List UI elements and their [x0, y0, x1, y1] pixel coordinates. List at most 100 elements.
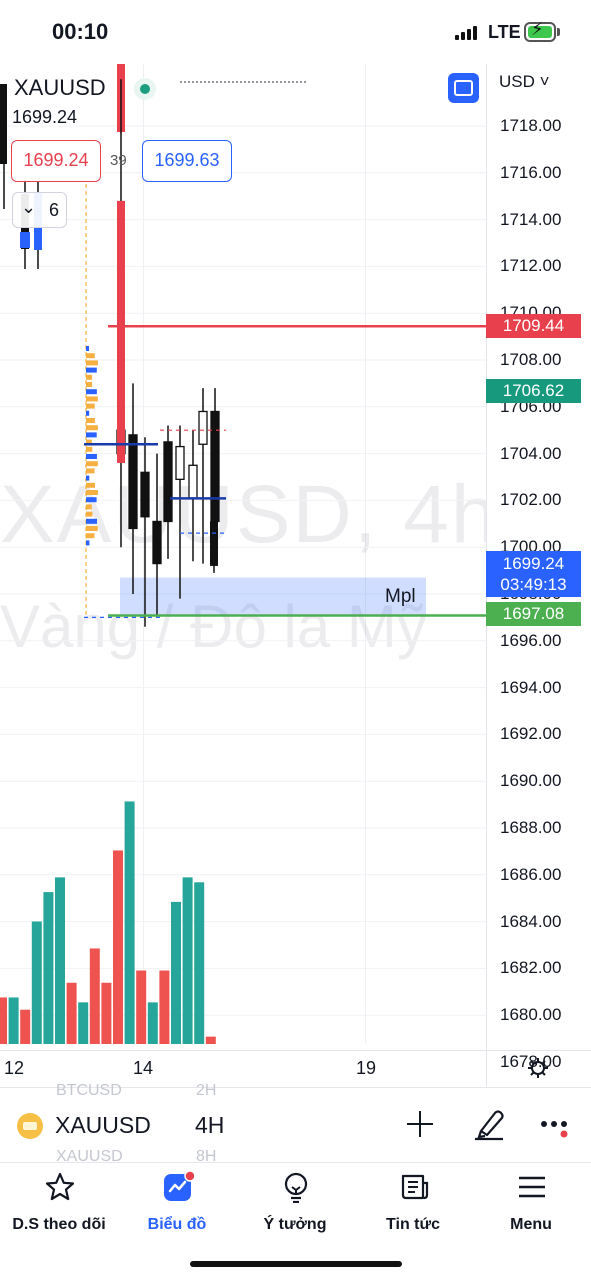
chart-symbol-title[interactable]: XAUUSD: [14, 75, 106, 100]
profile-bar: [86, 497, 97, 503]
time-label-14: 14: [133, 1058, 154, 1078]
ghost-symbol-below: XAUUSD: [56, 1148, 123, 1165]
profile-bar: [86, 518, 97, 524]
chart-icon: [164, 1171, 194, 1201]
profile-bar: [86, 403, 95, 409]
volume-bar: [136, 970, 147, 1044]
watermark-symbol: XAUUSD, 4h: [0, 469, 486, 560]
nav-menu[interactable]: Menu: [472, 1171, 590, 1243]
price-axis-label: 1684.00: [500, 911, 562, 931]
candle-body: [163, 441, 173, 523]
profile-bar: [86, 454, 97, 459]
nav-label: D.S theo dõi: [12, 1216, 106, 1233]
price-axis-label: 1702.00: [500, 490, 562, 510]
zone-label: Mpl: [385, 586, 416, 607]
price-axis-label: 1714.00: [500, 209, 562, 229]
news-icon: [401, 1174, 429, 1200]
drawing-tools-brush-icon[interactable]: [473, 1107, 505, 1141]
profile-bar: [86, 446, 93, 452]
profile-bar: [86, 374, 93, 380]
price-axis-label: 1682.00: [500, 958, 562, 978]
symbol-selector[interactable]: XAUUSD: [55, 1112, 151, 1138]
volume-bar: [55, 877, 65, 1044]
price-axis-label: 1680.00: [500, 1005, 562, 1025]
nav-label: Menu: [510, 1216, 552, 1233]
status-time: 00:10: [52, 19, 109, 44]
profile-bar: [86, 504, 92, 510]
sell-price-button[interactable]: 1699.24: [11, 140, 101, 182]
add-indicator-plus-icon[interactable]: [406, 1110, 434, 1138]
home-indicator: [190, 1261, 402, 1267]
fullscreen-button[interactable]: [448, 73, 479, 103]
profile-bar: [86, 425, 98, 431]
ghost-timeframe-above: 2H: [196, 1082, 217, 1099]
indicators-toggle-button[interactable]: ⌄ 6: [12, 192, 67, 228]
star-icon: [45, 1172, 75, 1201]
profile-bar: [86, 533, 95, 539]
profile-bar: [86, 353, 95, 359]
candle-body: [188, 464, 198, 499]
market-open-status-icon: [134, 78, 156, 100]
cellular-signal-icon: [455, 26, 481, 40]
support-price-badge: 1697.08: [486, 602, 581, 626]
nav-chart[interactable]: Biểu đồ: [118, 1171, 236, 1243]
candle-body: [140, 471, 150, 518]
nav-news[interactable]: Tin tức: [354, 1171, 472, 1243]
ghost-symbol-above: BTCUSD: [56, 1082, 122, 1099]
candle-body: [175, 445, 185, 480]
volume-bar: [194, 882, 205, 1044]
timeframe-selector[interactable]: 4H: [195, 1112, 225, 1138]
profile-bar: [86, 461, 98, 467]
gold-icon: [17, 1113, 43, 1139]
battery-icon: [524, 22, 556, 42]
volume-bar: [43, 892, 54, 1044]
volume-bar: [89, 948, 100, 1044]
nav-label: Ý tưởng: [263, 1216, 327, 1233]
volume-bar: [78, 1002, 89, 1044]
profile-bar: [86, 475, 90, 481]
grid-line: [143, 64, 144, 1044]
volume-bar: [159, 970, 170, 1044]
candle-body: [152, 520, 162, 565]
currency-selector[interactable]: USD ˅: [499, 72, 550, 92]
price-axis-label: 1716.00: [500, 162, 562, 182]
grid-line: [365, 64, 366, 1044]
legend-dotted-line: [180, 81, 306, 83]
chevron-down-icon: ˅: [534, 72, 550, 91]
profile-bar: [86, 468, 95, 474]
time-axis-separator: [0, 1050, 591, 1051]
status-bar: 00:10 LTE ⚡: [0, 0, 591, 64]
time-label-12: 12: [4, 1058, 25, 1078]
nav-ideas[interactable]: Ý tưởng: [236, 1171, 354, 1243]
volume-bar: [124, 801, 135, 1044]
candle-body: [0, 84, 7, 164]
current-price-badge: 1699.24 03:49:13: [486, 551, 581, 597]
volume-bar: [101, 982, 112, 1044]
profile-bar: [86, 346, 89, 351]
more-options-icon[interactable]: [540, 1118, 570, 1138]
chart-settings-icon[interactable]: [527, 1057, 549, 1079]
candle-body: [20, 232, 30, 248]
nav-label: Tin tức: [386, 1216, 440, 1233]
profile-bar: [86, 490, 98, 495]
charging-bolt-icon: ⚡: [531, 19, 544, 39]
profile-bar: [86, 367, 97, 373]
chart-area[interactable]: XAUUSD, 4h Vàng / Đô la Mỹ 1718.00 1716.0…: [0, 64, 591, 1086]
buy-price-button[interactable]: 1699.63: [142, 140, 232, 182]
price-plot[interactable]: [0, 64, 486, 1050]
price-axis-label: 1712.00: [500, 256, 562, 276]
profile-bar: [86, 432, 97, 438]
chart-last-price: 1699.24: [12, 107, 78, 127]
price-axis-label: 1692.00: [500, 724, 562, 744]
candle-body: [210, 410, 220, 523]
lightbulb-icon: [284, 1172, 308, 1203]
price-axis-label: 1694.00: [500, 677, 562, 697]
resistance-price-badge: 1709.44: [486, 314, 581, 338]
network-type: LTE: [488, 22, 521, 42]
ghost-timeframe-below: 8H: [196, 1148, 217, 1165]
nav-watchlist[interactable]: D.S theo dõi: [0, 1171, 118, 1243]
battery-cap: [557, 28, 560, 36]
time-label-19: 19: [356, 1058, 377, 1078]
level-price-badge: 1706.62: [486, 379, 581, 403]
spread-value: 39: [110, 152, 127, 169]
